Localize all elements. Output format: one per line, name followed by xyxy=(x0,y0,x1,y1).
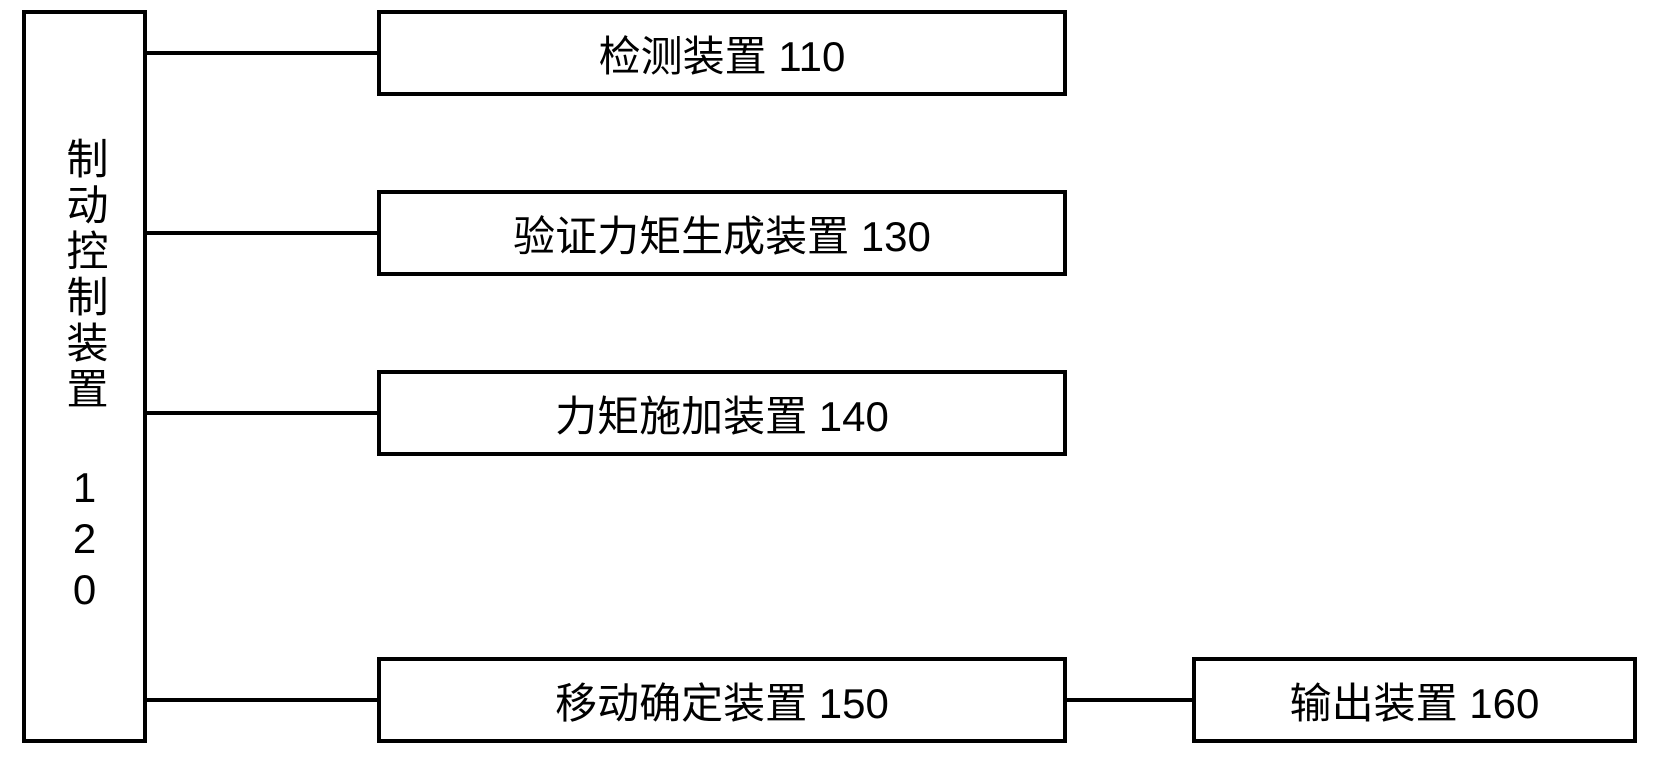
edge-120-110 xyxy=(147,51,377,55)
edge-150-160 xyxy=(1067,698,1192,702)
node-label: 制动控制装置 120 xyxy=(54,137,115,617)
node-brake-control-120: 制动控制装置 120 xyxy=(22,10,147,743)
node-torque-apply-140: 力矩施加装置 140 xyxy=(377,370,1067,456)
node-label: 检测装置 110 xyxy=(599,23,846,84)
node-move-determine-150: 移动确定装置 150 xyxy=(377,657,1067,743)
edge-120-130 xyxy=(147,231,377,235)
edge-120-140 xyxy=(147,411,377,415)
node-verify-torque-130: 验证力矩生成装置 130 xyxy=(377,190,1067,276)
node-label: 输出装置 160 xyxy=(1290,670,1540,731)
edge-120-150 xyxy=(147,698,377,702)
node-output-160: 输出装置 160 xyxy=(1192,657,1637,743)
node-label: 力矩施加装置 140 xyxy=(555,383,889,444)
node-detection-110: 检测装置 110 xyxy=(377,10,1067,96)
node-label: 移动确定装置 150 xyxy=(555,670,889,731)
node-label: 验证力矩生成装置 130 xyxy=(513,203,931,264)
